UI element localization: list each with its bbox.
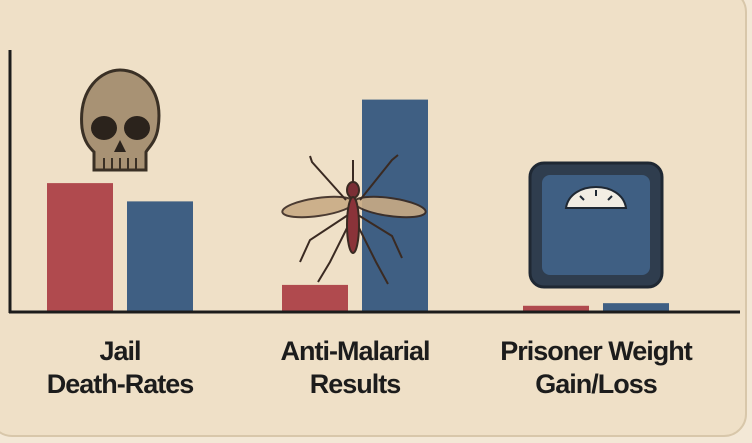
x-tick-label: Gain/Loss bbox=[535, 369, 657, 399]
x-tick-label: Death-Rates bbox=[47, 369, 194, 399]
chart: JailDeath-Rates Anti-MalarialResults Priso… bbox=[0, 0, 752, 443]
page: JailDeath-Rates Anti-MalarialResults Priso… bbox=[0, 0, 752, 443]
x-tick-label: Results bbox=[310, 369, 401, 399]
bar bbox=[282, 285, 348, 311]
bar bbox=[47, 183, 113, 311]
x-tick-label: Anti-Malarial bbox=[280, 336, 429, 366]
scale-icon bbox=[530, 163, 662, 287]
x-tick-label: Prisoner Weight bbox=[500, 336, 693, 366]
bar bbox=[603, 303, 669, 311]
bar bbox=[127, 201, 193, 311]
x-tick-label: Jail bbox=[99, 336, 140, 366]
bar bbox=[523, 306, 589, 311]
skull-icon bbox=[82, 70, 159, 170]
